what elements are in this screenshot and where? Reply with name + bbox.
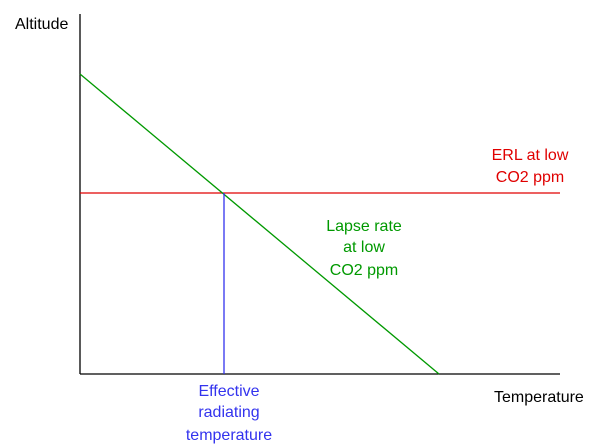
lapse-rate-label-line-1: Lapse rate [326, 218, 402, 235]
x-axis-label: Temperature [494, 389, 584, 406]
lapse-rate-label: Lapse rate at low CO2 ppm [326, 218, 402, 279]
erl-label: ERL at low CO2 ppm [492, 147, 569, 186]
lapse-rate-line [79, 73, 440, 375]
lapse-rate-label-line-3: CO2 ppm [330, 262, 398, 279]
effective-label-line-1: Effective [198, 383, 259, 400]
y-axis-label: Altitude [15, 16, 68, 33]
erl-label-line-1: ERL at low [492, 147, 569, 164]
effective-radiating-temperature-label: Effective radiating temperature [186, 383, 272, 444]
lapse-rate-label-line-2: at low [343, 239, 385, 256]
effective-label-line-3: temperature [186, 427, 272, 444]
erl-label-line-2: CO2 ppm [496, 169, 564, 186]
effective-label-line-2: radiating [198, 404, 259, 421]
